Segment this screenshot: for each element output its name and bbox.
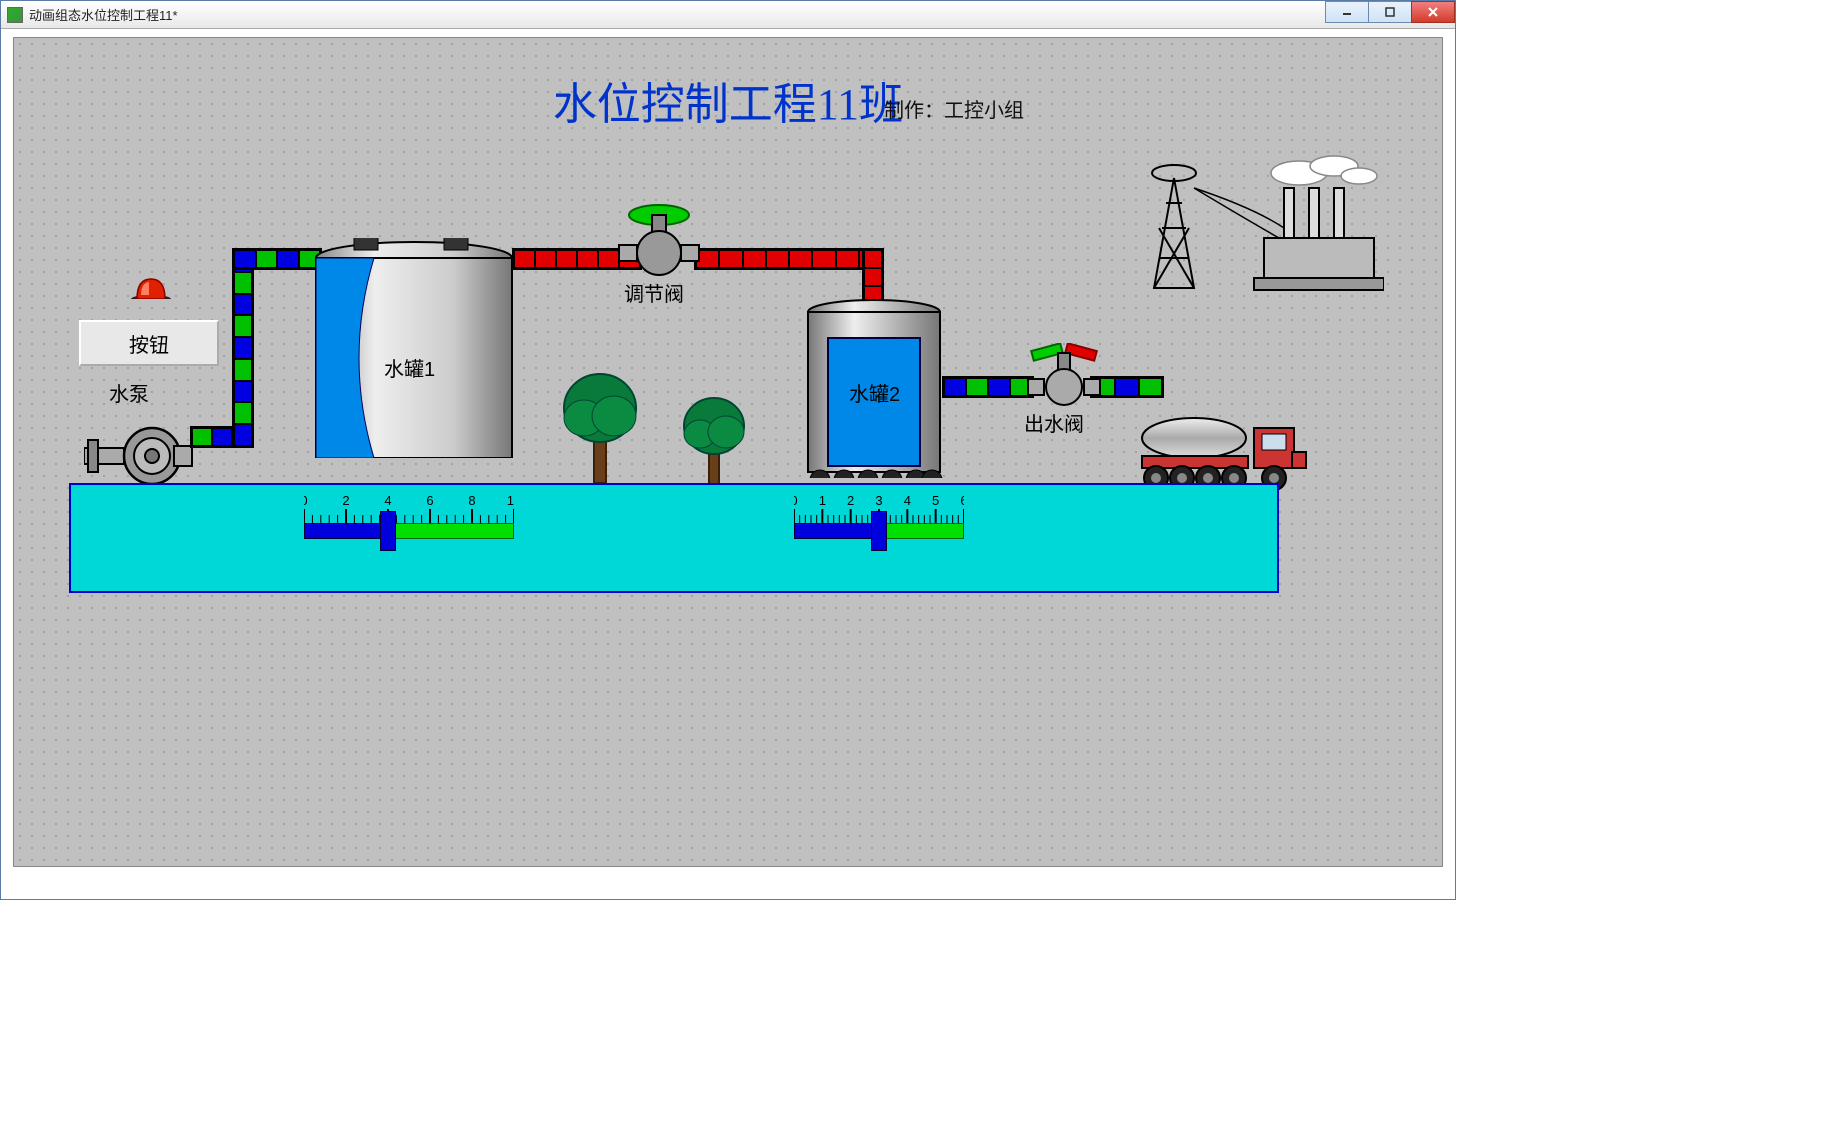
close-button[interactable]: [1411, 1, 1455, 23]
tree1-icon: [554, 358, 644, 488]
app-window: 动画组态水位控制工程11* 水位控制工程11班 制作：工控小组: [0, 0, 1456, 900]
maximize-icon: [1384, 6, 1396, 18]
pump-icon: [84, 418, 194, 488]
pipe-out-1: [942, 376, 1034, 398]
slider2-track[interactable]: [794, 523, 964, 539]
button-label: 按钮: [129, 329, 169, 358]
svg-text:10: 10: [507, 493, 514, 508]
pipe-inlet-v: [232, 248, 254, 448]
minimize-button[interactable]: [1325, 1, 1369, 23]
page-title: 水位控制工程11班: [14, 68, 1442, 132]
tree2-icon: [674, 388, 754, 488]
alarm-lamp-icon: [129, 273, 173, 299]
svg-text:4: 4: [904, 493, 911, 508]
svg-text:2: 2: [342, 493, 349, 508]
titlebar: 动画组态水位控制工程11*: [1, 1, 1455, 29]
slider-tank2[interactable]: 0 1 2 3 4 5 6: [794, 493, 964, 539]
svg-text:6: 6: [426, 493, 433, 508]
pipe-inlet-h2: [232, 248, 322, 270]
pipe-mid-2: [694, 248, 884, 270]
control-valve-icon: [614, 203, 704, 283]
scada-canvas: 水位控制工程11班 制作：工控小组: [13, 37, 1443, 867]
tank1-label: 水罐1: [384, 353, 435, 382]
outlet-valve-label: 出水阀: [1024, 408, 1084, 437]
slider1-scale: 0 2 4 6 8 10: [304, 493, 514, 523]
tank1-icon: [314, 238, 514, 458]
tank2-label: 水罐2: [849, 378, 900, 407]
window-title: 动画组态水位控制工程11*: [29, 5, 178, 24]
svg-text:8: 8: [468, 493, 475, 508]
factory-icon: [1124, 148, 1384, 298]
pump-label: 水泵: [109, 378, 149, 407]
svg-text:0: 0: [304, 493, 308, 508]
app-icon: [7, 7, 23, 23]
slider2-thumb[interactable]: [871, 511, 887, 551]
svg-text:3: 3: [875, 493, 882, 508]
maximize-button[interactable]: [1368, 1, 1412, 23]
svg-text:5: 5: [932, 493, 939, 508]
svg-text:1: 1: [819, 493, 826, 508]
window-controls: [1326, 1, 1455, 23]
water-pool: [69, 483, 1279, 593]
svg-text:2: 2: [847, 493, 854, 508]
svg-text:0: 0: [794, 493, 798, 508]
author-label: 制作：工控小组: [884, 94, 1024, 123]
main-button[interactable]: 按钮: [79, 320, 219, 366]
svg-text:4: 4: [384, 493, 391, 508]
slider1-thumb[interactable]: [380, 511, 396, 551]
slider1-track[interactable]: [304, 523, 514, 539]
control-valve-label: 调节阀: [624, 278, 684, 307]
slider-tank1[interactable]: 0 2 4 6 8 10: [304, 493, 514, 539]
svg-text:6: 6: [960, 493, 964, 508]
close-icon: [1427, 6, 1439, 18]
minimize-icon: [1341, 6, 1353, 18]
